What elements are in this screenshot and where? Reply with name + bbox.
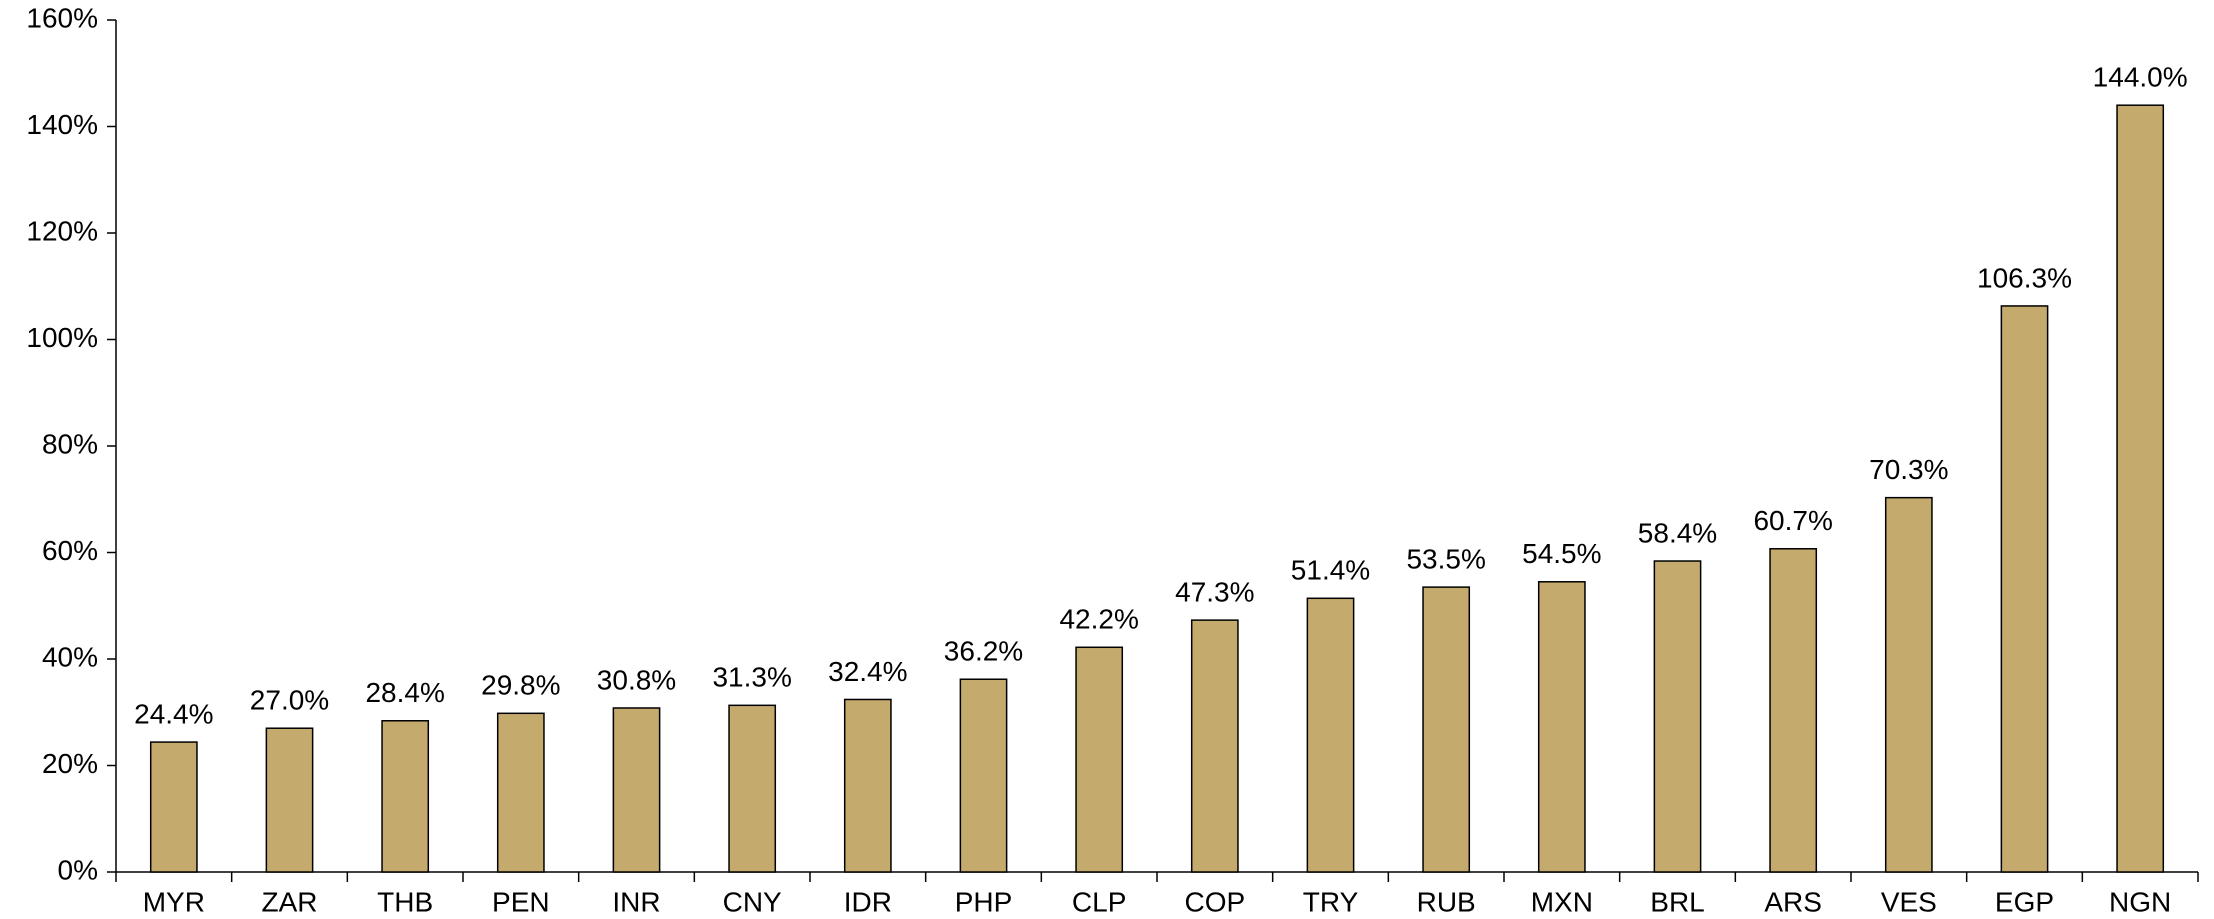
y-tick-label: 20% [42,748,98,779]
data-label: 106.3% [1977,262,2072,293]
x-tick-label: NGN [2109,886,2171,917]
data-label: 53.5% [1406,544,1485,575]
x-tick-label: CLP [1072,886,1126,917]
bar [149,741,198,873]
data-label: 28.4% [365,677,444,708]
bar [843,698,892,873]
data-label: 42.2% [1059,604,1138,635]
x-tick-label: CNY [723,886,782,917]
y-tick-label: 0% [58,854,98,885]
x-tick-label: INR [612,886,660,917]
y-tick-label: 160% [26,2,98,33]
bar [381,720,430,873]
bar [1653,560,1702,873]
bar [1075,646,1124,873]
x-tick-label: ZAR [262,886,318,917]
data-label: 24.4% [134,698,213,729]
x-tick-label: PHP [955,886,1013,917]
data-label: 36.2% [944,636,1023,667]
x-tick-label: RUB [1417,886,1476,917]
y-tick-label: 100% [26,322,98,353]
data-label: 144.0% [2093,62,2188,93]
x-tick-label: MXN [1531,886,1593,917]
x-tick-label: COP [1184,886,1245,917]
bar [265,727,314,873]
x-tick-label: TRY [1303,886,1359,917]
y-tick-label: 40% [42,641,98,672]
data-label: 31.3% [712,662,791,693]
data-label: 30.8% [597,664,676,695]
x-tick-label: ARS [1764,886,1822,917]
bar [1769,548,1818,873]
x-tick-label: VES [1881,886,1937,917]
bar [496,712,545,873]
data-label: 54.5% [1522,538,1601,569]
bar [1190,619,1239,873]
data-label: 58.4% [1638,517,1717,548]
data-label: 51.4% [1291,555,1370,586]
bar [1884,496,1933,873]
y-tick-label: 80% [42,428,98,459]
x-tick-label: MYR [143,886,205,917]
data-label: 70.3% [1869,454,1948,485]
bar [1306,597,1355,873]
data-label: 32.4% [828,656,907,687]
bar [728,704,777,873]
y-tick-label: 60% [42,535,98,566]
data-label: 29.8% [481,670,560,701]
y-tick-label: 140% [26,109,98,140]
bar [1537,581,1586,873]
x-tick-label: EGP [1995,886,2054,917]
data-label: 47.3% [1175,577,1254,608]
x-tick-label: IDR [844,886,892,917]
data-label: 60.7% [1753,505,1832,536]
x-tick-label: THB [377,886,433,917]
y-tick-label: 120% [26,215,98,246]
x-tick-label: BRL [1650,886,1704,917]
bar [2000,305,2049,873]
bar [2116,104,2165,873]
bar [1422,586,1471,873]
data-label: 27.0% [250,685,329,716]
bar [959,678,1008,873]
x-tick-label: PEN [492,886,550,917]
bar [612,707,661,873]
